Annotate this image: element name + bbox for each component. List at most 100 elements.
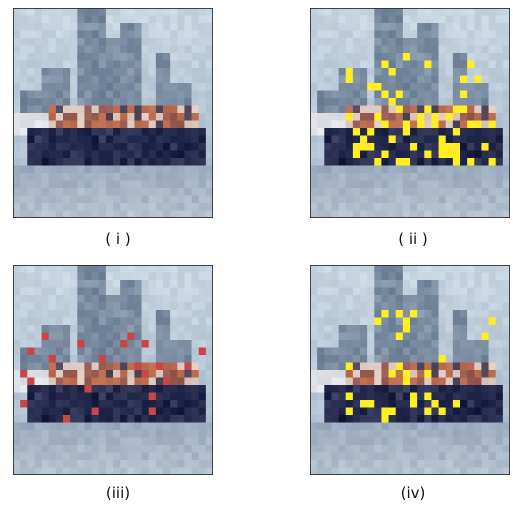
pixel [331,303,339,311]
pixel [106,348,114,356]
pixel [27,46,35,54]
pixel [453,468,460,476]
pixel [13,53,21,61]
pixel [27,98,35,106]
pixel [77,280,85,288]
pixel [49,423,57,431]
pixel [199,23,207,31]
pixel [192,76,200,84]
pixel [142,23,150,31]
pixel [381,113,389,121]
pixel [149,188,157,196]
pixel [149,438,157,446]
pixel [389,280,397,288]
pixel [99,378,107,386]
pixel [106,355,114,363]
pixel [27,16,35,24]
pixel [34,31,42,39]
pixel [49,468,57,476]
pixel [56,273,64,281]
pixel [134,385,141,393]
pixel [389,303,397,311]
pixel [99,453,107,461]
pixel [113,38,121,46]
pixel [431,83,438,91]
pixel [346,430,354,438]
pixel [360,188,368,196]
pixel [339,31,347,39]
pixel [424,468,432,476]
pixel [134,430,141,438]
pixel [142,196,150,204]
pixel [503,265,510,273]
pixel [324,460,332,468]
pixel [113,136,121,144]
pixel [142,438,150,446]
pixel [149,295,157,303]
pixel [403,158,411,166]
pixel [403,166,411,174]
pixel [503,460,510,468]
pixel [134,325,141,333]
pixel [310,38,318,46]
pixel [446,113,454,121]
pixel [396,453,404,461]
pixel [49,76,57,84]
pixel [331,355,339,363]
pixel [163,196,171,204]
pixel [489,400,497,408]
pixel [206,340,213,348]
pixel [431,363,438,371]
pixel [49,211,57,219]
pixel [106,265,114,273]
pixel [396,393,404,401]
pixel [156,288,163,296]
pixel [317,273,325,281]
pixel [199,211,207,219]
pixel [106,128,114,136]
pixel [360,400,368,408]
pixel [489,348,497,356]
pixel [84,310,92,318]
pixel [63,113,71,121]
pixel [310,113,318,121]
pixel [20,453,28,461]
pixel [27,303,35,311]
pixel [149,318,157,326]
pixel [353,113,361,121]
pixel [56,423,64,431]
pixel [156,393,163,401]
pixel [460,158,468,166]
pixel [192,91,200,99]
pixel [134,136,141,144]
pixel [99,23,107,31]
pixel [77,23,85,31]
pixel [381,280,389,288]
pixel [163,333,171,341]
pixel [156,173,163,181]
pixel [142,340,150,348]
pixel [127,143,134,151]
pixel [417,393,425,401]
pixel [496,91,504,99]
pixel [106,76,114,84]
pixel [424,423,432,431]
pixel [199,151,207,159]
pixel [77,128,85,136]
pixel [374,460,382,468]
pixel [431,128,438,136]
pixel [192,61,200,69]
pixel [496,460,504,468]
pixel [177,408,184,416]
pixel [163,363,171,371]
pixel [446,53,454,61]
pixel [84,340,92,348]
pixel [381,121,389,129]
pixel [331,415,339,423]
pixel [431,211,438,219]
pixel [360,363,368,371]
pixel [113,211,121,219]
pixel [381,211,389,219]
pixel [310,121,318,129]
pixel [339,400,347,408]
